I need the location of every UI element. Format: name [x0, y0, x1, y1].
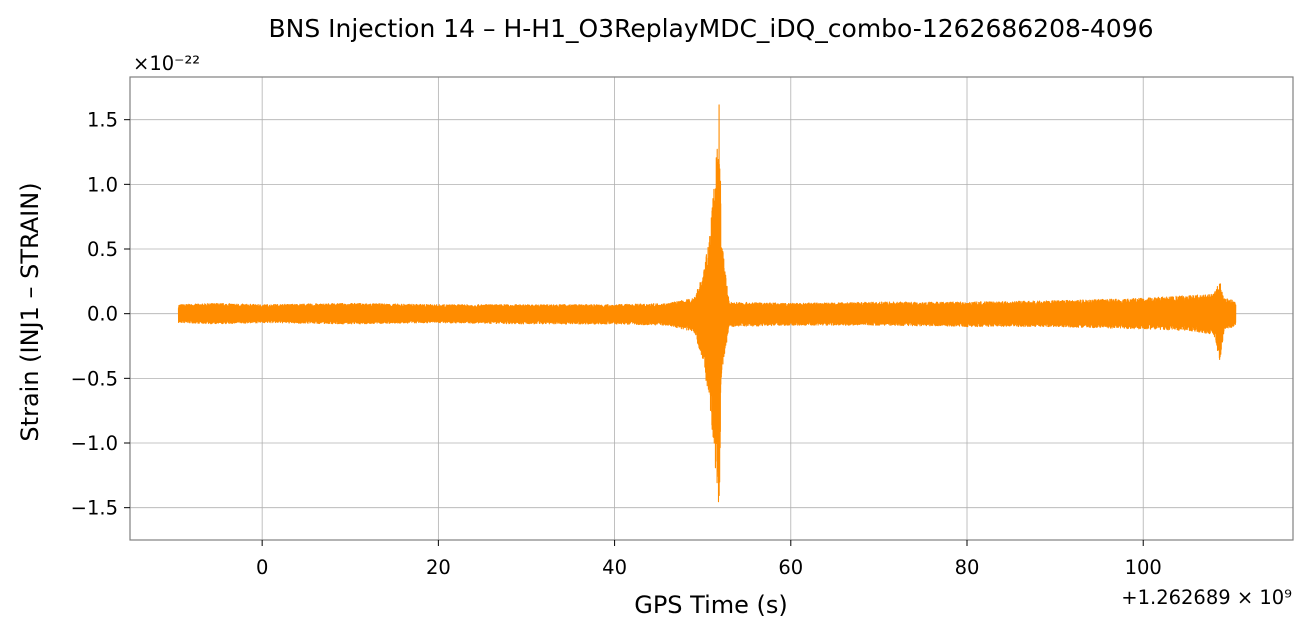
y-tick-label: 0.0 [87, 303, 118, 326]
x-offset-label: +1.262689 × 10⁹ [1121, 586, 1292, 609]
strain-series-line [177, 104, 1237, 503]
x-tick-label: 0 [256, 556, 268, 579]
y-axis-label: Strain (INJ1 – STRAIN) [16, 182, 44, 441]
x-axis-label: GPS Time (s) [634, 591, 788, 619]
y-scale-label: ×10⁻²² [133, 52, 200, 75]
y-tick-label: −1.0 [71, 432, 118, 455]
y-tick-label: 0.5 [87, 238, 118, 261]
plot-frame [129, 76, 1294, 541]
series-layer [177, 104, 1237, 503]
x-tick-label: 20 [426, 556, 451, 579]
x-tick-label: 60 [778, 556, 803, 579]
x-tick-label: 100 [1125, 556, 1162, 579]
y-tick-label: −0.5 [71, 367, 118, 390]
y-tick-label: 1.5 [87, 109, 118, 132]
tick-layer: 0 20 40 60 80 100 −1.5 −1.0 −0.5 0.0 0.5 1.0 1.5 [71, 109, 1162, 579]
y-tick-label: −1.5 [71, 497, 118, 520]
x-tick-label: 40 [602, 556, 627, 579]
y-tick-label: 1.0 [87, 173, 118, 196]
chart-title: BNS Injection 14 – H-H1_O3ReplayMDC_iDQ_… [268, 14, 1153, 43]
x-tick-label: 80 [955, 556, 980, 579]
